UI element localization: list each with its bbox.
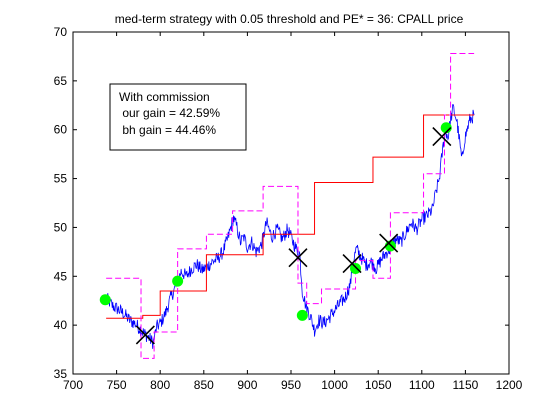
sell-marker [342,254,362,274]
plot-area [99,53,475,359]
sell-marker [135,325,155,345]
x-tick-label: 950 [281,378,301,392]
x-tick-label: 1150 [452,378,478,392]
annotation-line-our-gain: our gain = 42.59% [119,106,220,120]
x-tick-label: 850 [194,378,214,392]
annotation-box-frame [109,83,247,151]
y-tick-label: 35 [54,367,68,381]
price-line [105,104,475,349]
y-tick-label: 50 [54,220,68,234]
x-tick-label: 800 [150,378,170,392]
buy-marker [172,275,184,287]
y-tick-label: 65 [54,74,68,88]
buy-marker [99,294,111,306]
x-tick-label: 1000 [321,378,348,392]
sell-marker-stroke [342,254,362,274]
axes-frame [72,31,510,375]
sell-marker [288,248,308,268]
x-tick-label: 700 [63,378,83,392]
buy-marker [350,262,362,274]
sell-marker [379,233,399,253]
sell-marker-stroke [379,233,399,253]
sell-marker-stroke [288,248,308,268]
x-tick-label: 900 [237,378,257,392]
x-tick-label: 1050 [365,378,392,392]
x-tick-label: 1100 [409,378,435,392]
y-tick-label: 45 [54,269,68,283]
sell-marker [432,126,452,147]
y-tick-label: 70 [54,25,68,39]
annotation-line-commission: With commission [119,90,210,104]
x-tick-label: 750 [107,378,127,392]
band-step-line [106,53,475,359]
annotation-line-bh-gain: bh gain = 44.46% [119,123,216,137]
buy-marker [296,309,308,321]
y-tick-label: 60 [54,123,68,137]
threshold-step-line [106,114,475,319]
sell-marker-stroke [432,126,452,147]
x-tick-label: 1200 [496,378,523,392]
sell-marker-stroke [135,325,155,345]
chart-title: med-term strategy with 0.05 threshold an… [115,12,464,26]
y-tick-label: 55 [54,172,68,186]
axis-ticks: 700 750 800 850 900 950 1000 1050 1100 1150 1200 35… [54,25,523,392]
annotation-box: With commission our gain = 42.59% bh gai… [109,83,247,151]
y-tick-label: 40 [54,318,68,332]
